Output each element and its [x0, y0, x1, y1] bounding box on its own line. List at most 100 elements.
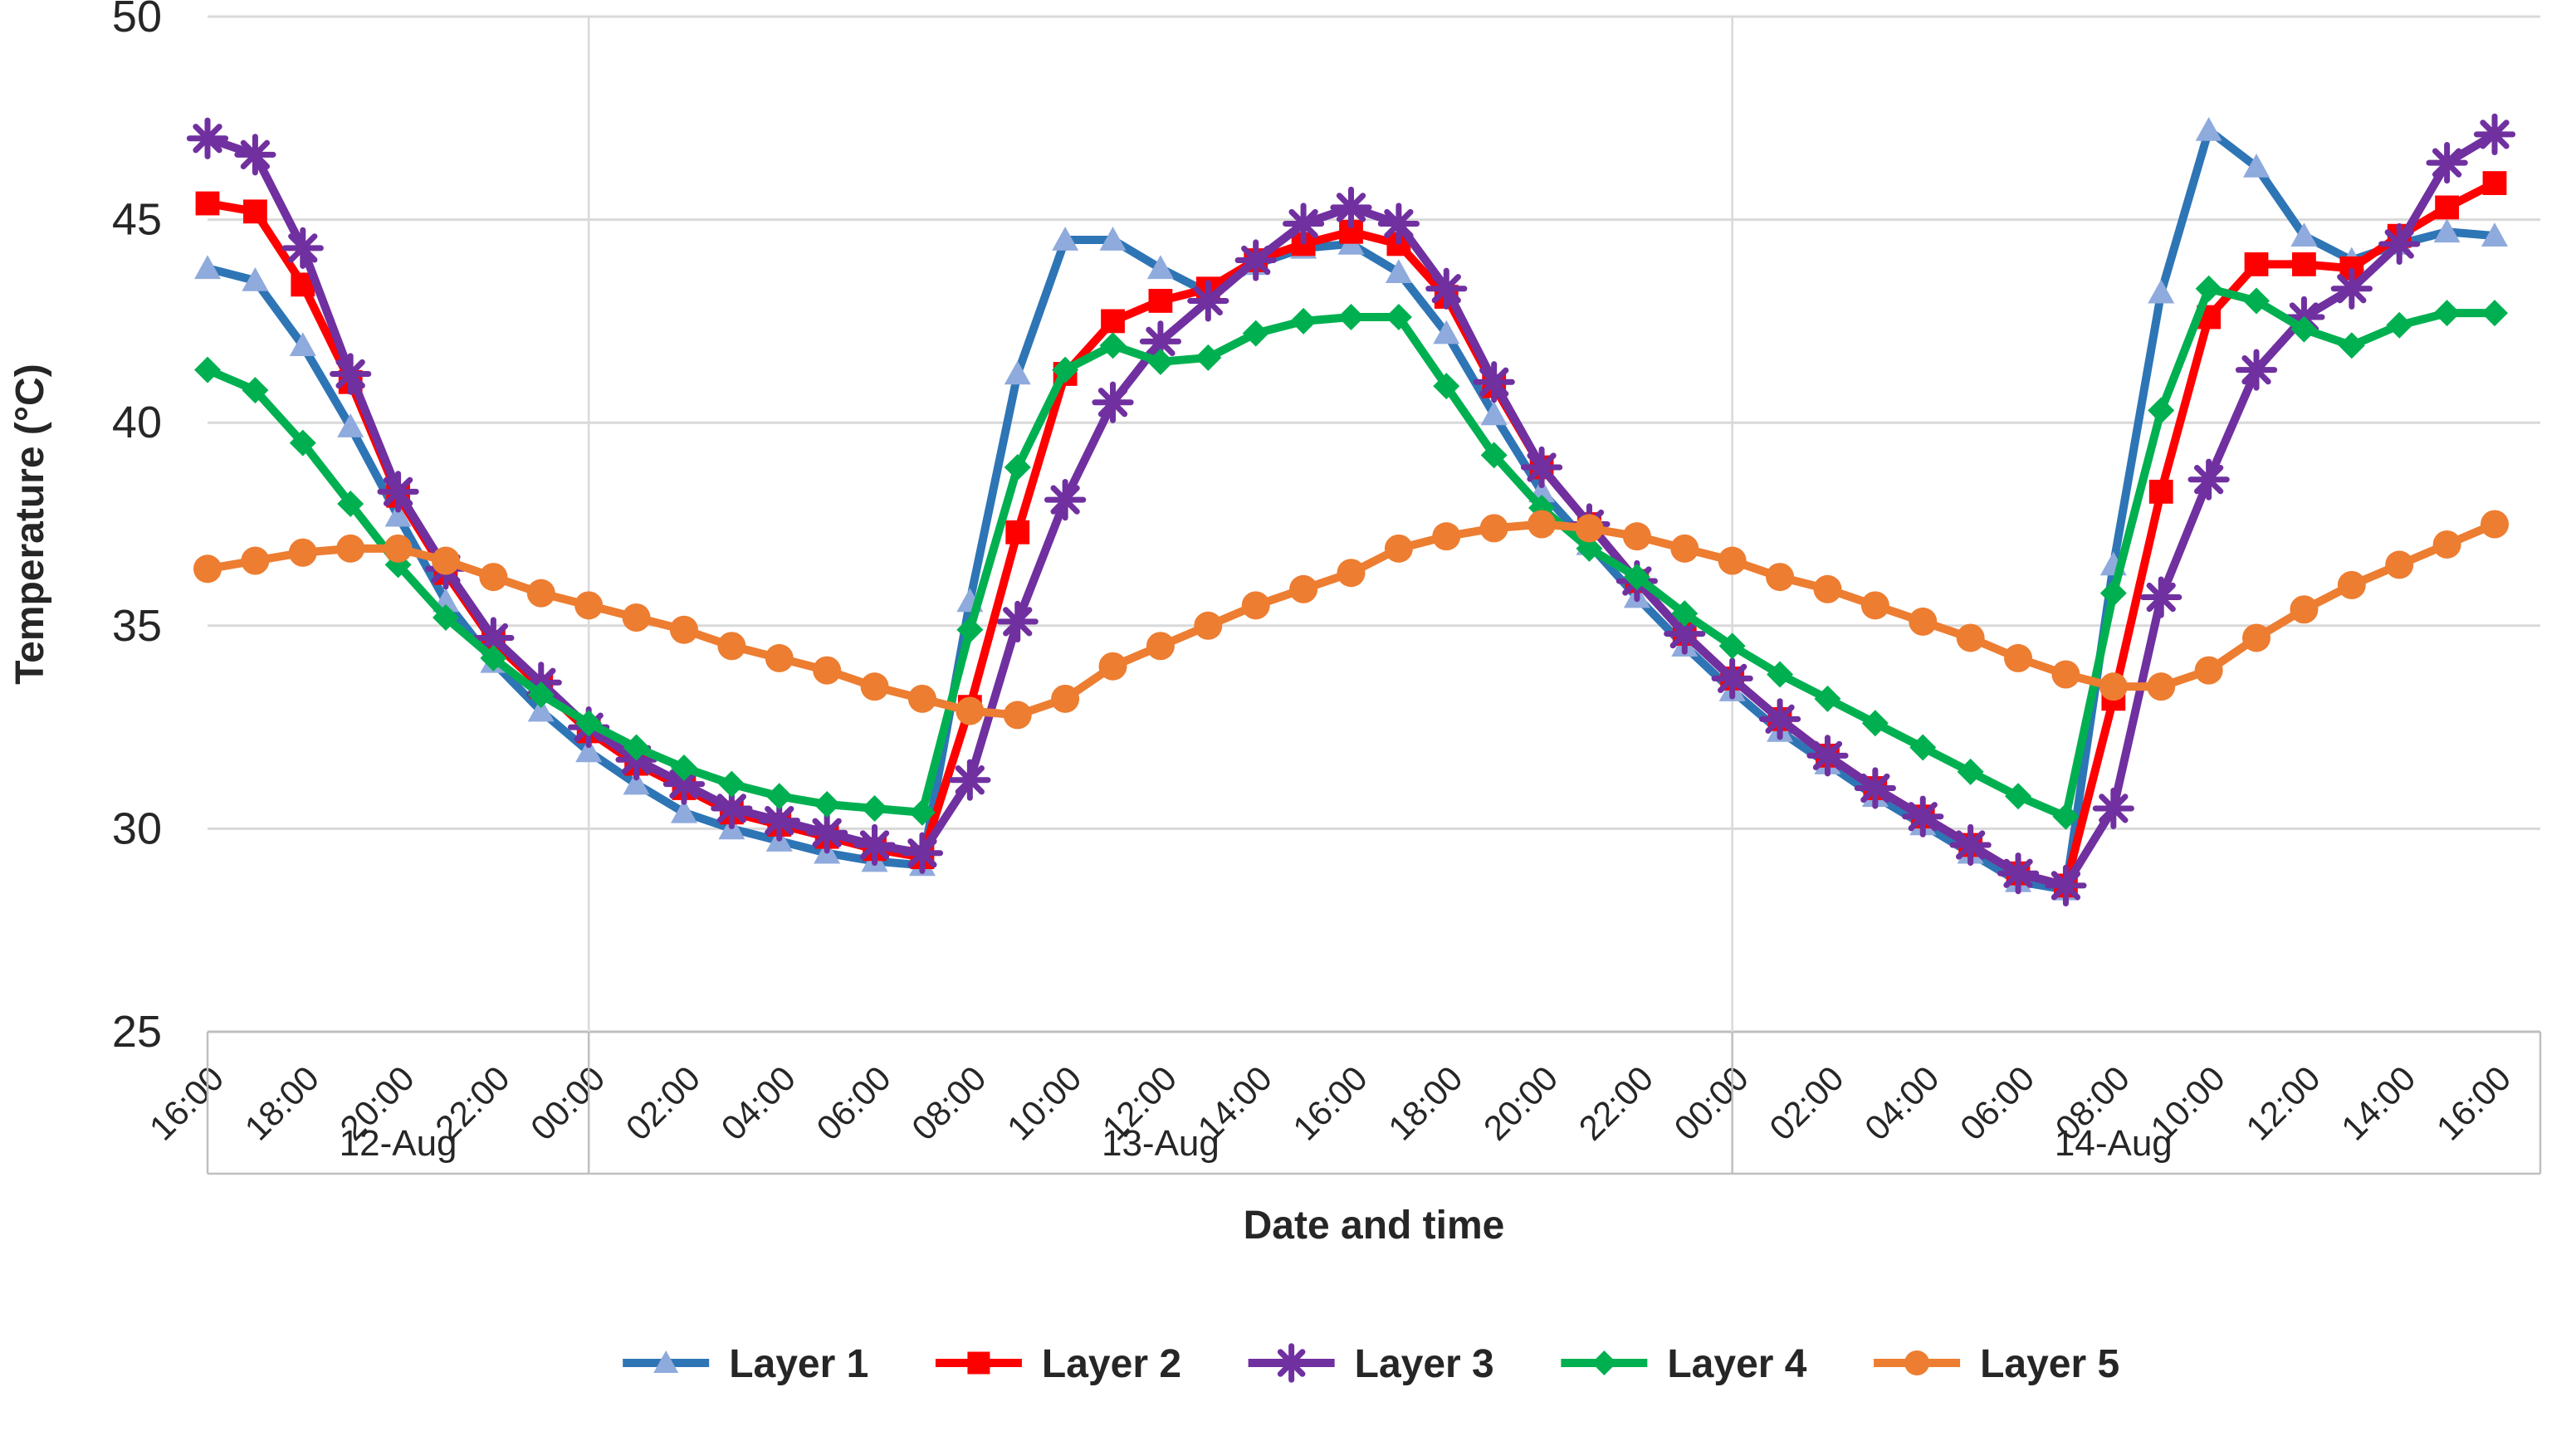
- marker-diamond: [1591, 1350, 1617, 1375]
- marker-triangle: [2433, 218, 2461, 243]
- marker-circle: [1718, 546, 1747, 575]
- marker-diamond: [2338, 332, 2365, 359]
- marker-triangle: [1004, 360, 1031, 385]
- y-tick-label: 30: [112, 803, 162, 853]
- marker-circle: [1241, 591, 1270, 620]
- marker-diamond: [432, 604, 459, 632]
- marker-circle: [1146, 632, 1175, 661]
- series-markers: [193, 510, 2509, 730]
- marker-triangle: [527, 697, 555, 722]
- x-tick-label: 04:00: [714, 1058, 804, 1148]
- marker-circle: [1003, 701, 1032, 730]
- marker-diamond: [1814, 685, 1841, 712]
- marker-circle: [1909, 607, 1938, 636]
- marker-triangle: [337, 413, 364, 437]
- marker-diamond: [861, 794, 888, 822]
- marker-asterisk-spoke: [2099, 794, 2129, 823]
- marker-triangle: [2243, 154, 2270, 178]
- legend-label: Layer 3: [1355, 1342, 1494, 1386]
- x-tick-label: 02:00: [1762, 1058, 1851, 1148]
- marker-diamond: [1718, 632, 1746, 660]
- marker-triangle: [1480, 401, 1508, 426]
- marker-square: [967, 1351, 990, 1375]
- marker-circle: [1528, 510, 1557, 539]
- marker-diamond: [1146, 348, 1174, 375]
- marker-asterisk-spoke: [716, 794, 746, 823]
- marker-diamond: [2386, 311, 2413, 339]
- marker-triangle: [194, 255, 221, 280]
- series-line: [203, 178, 2499, 890]
- marker-diamond: [765, 783, 793, 810]
- marker-asterisk-spoke: [2432, 148, 2462, 178]
- marker-asterisk-spoke: [335, 359, 365, 389]
- marker-circle: [2051, 660, 2080, 689]
- marker-circle: [1904, 1350, 1930, 1375]
- marker-diamond: [1861, 710, 1889, 737]
- marker-asterisk-spoke: [2241, 354, 2271, 385]
- marker-diamond: [480, 644, 507, 672]
- marker-circle: [2290, 595, 2319, 624]
- marker-circle: [2147, 672, 2176, 701]
- marker-triangle: [2195, 116, 2222, 141]
- series-layer-5: [193, 510, 2509, 730]
- marker-diamond: [2243, 287, 2270, 315]
- x-tick-label: 16:00: [142, 1058, 232, 1148]
- marker-diamond: [670, 755, 697, 782]
- marker-square: [2435, 195, 2460, 220]
- marker-asterisk-spoke: [1277, 1349, 1306, 1377]
- y-tick-label: 40: [112, 398, 162, 447]
- marker-asterisk-spoke: [1336, 193, 1366, 222]
- marker-circle: [2385, 550, 2414, 579]
- marker-circle: [1051, 684, 1080, 713]
- marker-asterisk-spoke: [383, 476, 413, 507]
- marker-asterisk-spoke: [2051, 871, 2081, 901]
- x-tick-label: 10:00: [1000, 1058, 1089, 1148]
- marker-diamond: [1623, 564, 1650, 591]
- marker-diamond: [242, 377, 269, 404]
- marker-asterisk-spoke: [1956, 830, 1986, 860]
- marker-circle: [765, 643, 794, 672]
- marker-triangle: [670, 799, 697, 823]
- marker-triangle: [1099, 227, 1127, 251]
- marker-diamond: [908, 799, 936, 826]
- y-tick-label: 50: [112, 0, 162, 42]
- marker-triangle: [2290, 222, 2318, 247]
- x-tick-label: 08:00: [904, 1058, 994, 1148]
- marker-diamond: [1957, 758, 1984, 785]
- marker-circle: [622, 603, 651, 632]
- x-axis-title: Date and time: [1244, 1204, 1505, 1248]
- marker-asterisk-spoke: [2337, 274, 2367, 304]
- legend-item-layer-1: Layer 1: [623, 1342, 868, 1386]
- marker-circle: [669, 615, 698, 644]
- marker-asterisk-spoke: [1146, 326, 1176, 357]
- marker-asterisk-spoke: [1479, 367, 1509, 397]
- marker-circle: [1337, 559, 1366, 588]
- marker-circle: [1670, 534, 1699, 563]
- y-tick-label: 45: [112, 195, 162, 245]
- marker-diamond: [956, 616, 984, 643]
- marker-asterisk-spoke: [1669, 618, 1699, 649]
- marker-diamond: [1480, 442, 1508, 469]
- marker-diamond: [2148, 397, 2175, 424]
- marker-diamond: [2433, 300, 2461, 327]
- series-markers: [194, 275, 2508, 830]
- marker-square: [1005, 520, 1030, 545]
- marker-circle: [813, 656, 842, 685]
- marker-diamond: [1385, 304, 1412, 331]
- marker-asterisk-spoke: [2384, 229, 2414, 259]
- marker-triangle: [289, 332, 316, 357]
- marker-diamond: [718, 770, 745, 798]
- marker-diamond: [2290, 315, 2318, 343]
- series-markers: [195, 171, 2507, 898]
- marker-diamond: [1909, 734, 1937, 761]
- marker-diamond: [1337, 304, 1365, 331]
- marker-circle: [336, 534, 365, 563]
- x-tick-label: 06:00: [1953, 1058, 2042, 1148]
- x-tick-label: 12:00: [2238, 1058, 2328, 1148]
- marker-asterisk-spoke: [812, 818, 842, 847]
- marker-circle: [1479, 514, 1508, 543]
- marker-circle: [1575, 514, 1604, 543]
- legend-item-layer-2: Layer 2: [935, 1342, 1181, 1386]
- day-label: 12-Aug: [340, 1123, 457, 1164]
- marker-asterisk-spoke: [669, 769, 699, 799]
